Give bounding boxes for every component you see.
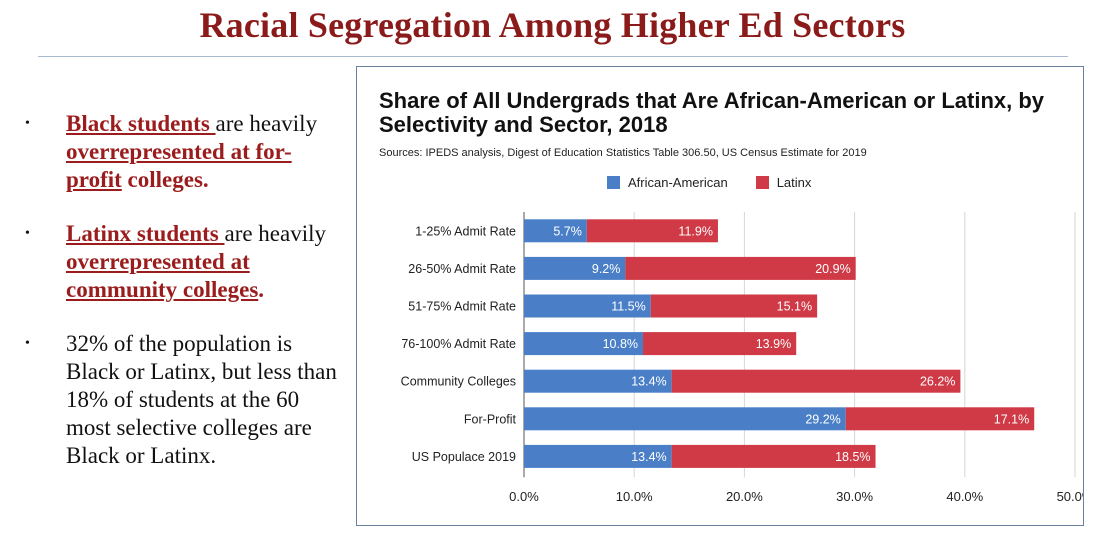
x-tick-label: 50.0% (1057, 489, 1083, 504)
chart-title: Share of All Undergrads that Are African… (379, 88, 1045, 137)
bar-chart: 0.0% 10.0% 20.0% 30.0% 40.0% 50.0% 1-25% Admit… (401, 212, 1083, 504)
data-label: 11.9% (678, 224, 713, 238)
bar-segment-african-american (524, 256, 626, 280)
data-label: 29.2% (805, 412, 840, 426)
legend-swatch (607, 176, 620, 189)
bullet-item-black-students: • Black students are heavily overreprese… (22, 110, 342, 194)
x-tick-label: 10.0% (616, 489, 653, 504)
data-label: 20.9% (815, 262, 850, 276)
legend-swatch (755, 176, 769, 189)
category-label: 76-100% Admit Rate (401, 337, 516, 351)
title-divider (38, 56, 1068, 57)
bullet-text: . (258, 277, 265, 302)
data-label: 9.2% (592, 262, 621, 276)
bullet-text: colleges. (121, 167, 209, 192)
data-label: 11.5% (611, 300, 646, 314)
bar-segment-latinx (625, 256, 856, 280)
bar-segment-african-american (524, 332, 644, 356)
chart-subtitle: Sources: IPEDS analysis, Digest of Educa… (379, 147, 867, 159)
bar-segment-african-american (524, 369, 672, 393)
bullet-item-latinx-students: • Latinx students are heavily overrepres… (22, 220, 342, 304)
bar-segment-latinx (671, 444, 876, 468)
bullet-text: 32% of the population is Black or Latinx… (66, 331, 337, 468)
category-label: For-Profit (464, 412, 517, 426)
data-label: 13.4% (631, 450, 666, 464)
bar-segment-latinx (650, 294, 818, 318)
category-label: 51-75% Admit Rate (408, 300, 516, 314)
data-label: 26.2% (920, 375, 955, 389)
bar-segment-african-american (524, 294, 651, 318)
bullet-list: • Black students are heavily overreprese… (22, 110, 342, 496)
slide-title: Racial Segregation Among Higher Ed Secto… (199, 5, 906, 45)
data-label: 18.5% (835, 450, 870, 464)
legend-item-latinx: Latinx (755, 175, 812, 190)
bar-segment-african-american (524, 444, 672, 468)
bar-segment-african-american (524, 219, 587, 243)
bullet-icon: • (25, 116, 30, 131)
category-label: 26-50% Admit Rate (408, 262, 516, 276)
legend-item-african-american: African-American (607, 175, 728, 190)
bar-segment-latinx (643, 332, 797, 356)
data-label: 13.9% (756, 337, 791, 351)
bullet-highlight: overrepresented at community colleges (66, 249, 259, 302)
bullet-highlight: Latinx students (66, 221, 225, 246)
bullet-text: are heavily (215, 111, 318, 136)
bar-segment-african-american (524, 407, 846, 431)
data-label: 15.1% (777, 300, 812, 314)
category-label: Community Colleges (401, 375, 516, 389)
legend-label: African-American (628, 175, 728, 190)
bullet-highlight: overrepresented at for-profit (66, 139, 292, 192)
bullet-highlight: Black students (66, 111, 216, 136)
category-label: US Populace 2019 (412, 450, 516, 464)
bar-segment-latinx (671, 369, 961, 393)
x-tick-label: 40.0% (946, 489, 983, 504)
bullet-text: are heavily (224, 221, 327, 246)
x-tick-label: 30.0% (836, 489, 873, 504)
x-tick-label: 20.0% (726, 489, 763, 504)
data-label: 10.8% (603, 337, 638, 351)
bar-segment-latinx (845, 407, 1035, 431)
bullet-icon: • (25, 226, 30, 241)
data-label: 13.4% (631, 375, 666, 389)
legend-label: Latinx (776, 175, 812, 190)
x-tick-label: 0.0% (509, 489, 539, 504)
bullet-icon: • (25, 336, 30, 351)
data-label: 5.7% (553, 224, 582, 238)
bar-segment-latinx (586, 219, 718, 243)
category-label: 1-25% Admit Rate (415, 224, 516, 238)
bullet-item-population: • 32% of the population is Black or Lati… (22, 330, 342, 470)
chart-legend: African-American Latinx (607, 175, 811, 190)
chart-panel: Share of All Undergrads that Are African… (356, 66, 1084, 526)
data-label: 17.1% (994, 412, 1029, 426)
